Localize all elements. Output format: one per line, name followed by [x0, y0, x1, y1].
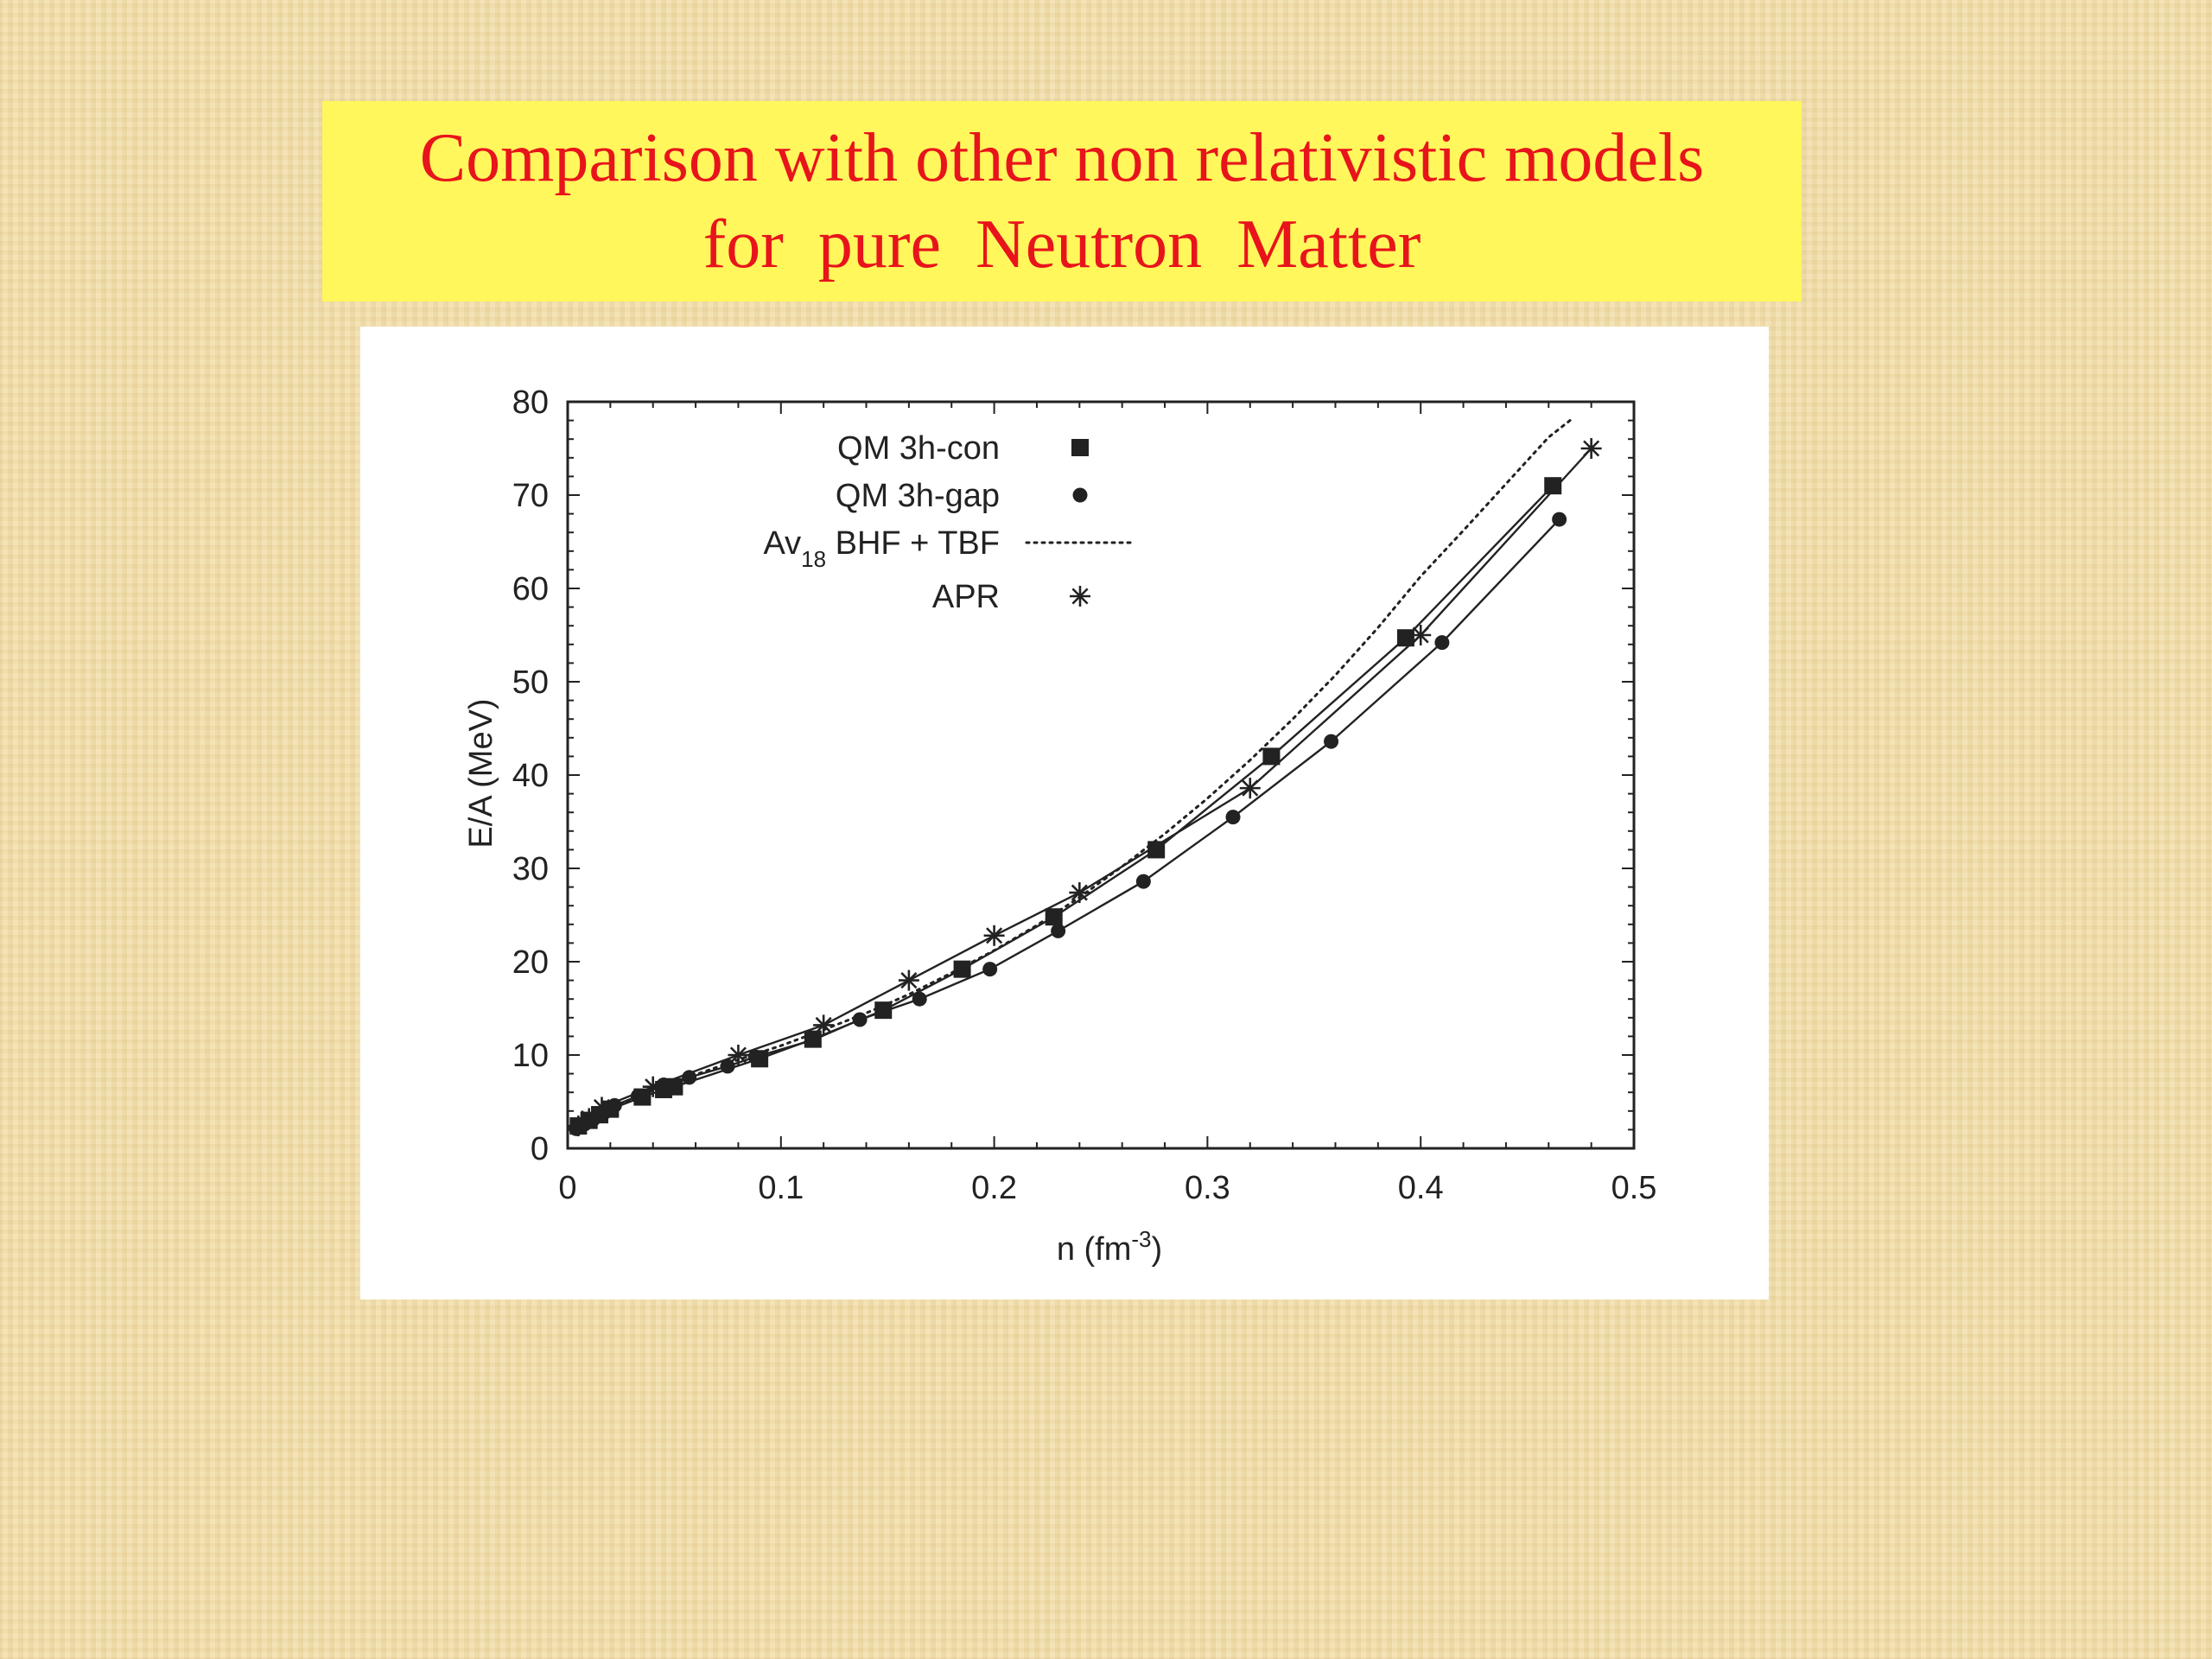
legend: QM 3h-con QM 3h-gap Av18 BHF + TBF APR [763, 430, 1135, 615]
y-tick-label: 70 [512, 478, 549, 514]
y-tick-label: 50 [512, 664, 549, 701]
data-point-apr [813, 1014, 835, 1036]
x-tick-label: 0.3 [1185, 1170, 1230, 1206]
y-tick-label: 80 [512, 385, 549, 421]
y-tick-label: 40 [512, 758, 549, 794]
slide-title-line-1: Comparison with other non relativistic m… [419, 120, 1705, 196]
series-line-av-bhf-tbf [576, 419, 1572, 1128]
series-qm-3h-gap [569, 512, 1567, 1136]
x-axis-label-sup: -3 [1131, 1226, 1151, 1252]
data-point-apr [983, 925, 1005, 946]
data-point-qm-3h-gap [805, 1033, 821, 1048]
legend-label-apr: APR [932, 579, 1000, 615]
series-line-qm-3h-con [577, 485, 1554, 1128]
data-point-qm-3h-con [1045, 908, 1063, 926]
data-point-qm-3h-gap [852, 1012, 868, 1027]
y-tick-label: 20 [512, 944, 549, 981]
y-tick-label: 0 [531, 1131, 549, 1167]
data-point-apr [1239, 778, 1261, 799]
y-tick-label: 10 [512, 1038, 549, 1074]
x-tick-label: 0.4 [1398, 1170, 1444, 1206]
data-point-qm-3h-gap [982, 962, 998, 977]
x-axis-label-close: ) [1152, 1231, 1163, 1268]
data-point-qm-3h-gap [1552, 512, 1567, 527]
legend-symbol-apr [1070, 586, 1090, 607]
data-point-qm-3h-gap [1225, 810, 1241, 825]
x-axis-label-main: n (fm [1057, 1231, 1132, 1268]
data-point-qm-3h-con [874, 1001, 893, 1020]
data-point-qm-3h-gap [1051, 923, 1066, 938]
data-point-qm-3h-gap [912, 991, 927, 1007]
data-point-apr [568, 1116, 589, 1137]
data-point-qm-3h-con [1544, 477, 1562, 495]
series-line-apr [577, 448, 1592, 1128]
series-qm-3h-con [569, 477, 1562, 1135]
series-av-bhf-tbf [576, 419, 1572, 1128]
data-point-qm-3h-gap [1324, 734, 1339, 749]
data-point-apr [578, 1108, 600, 1129]
slide-title-line-2: for pure Neutron Matter [702, 207, 1421, 283]
y-axis-label: E/A (MeV) [463, 698, 499, 848]
slide-title-box: Comparison with other non relativistic m… [322, 101, 1802, 302]
legend-symbol-qm-3h-con [1071, 439, 1089, 456]
data-point-apr [728, 1045, 749, 1065]
data-point-qm-3h-con [1147, 841, 1166, 859]
chart-panel: 0 0.1 0.2 0.3 0.4 0.5 0 10 20 30 40 50 60 70 80 E/A (M… [360, 327, 1769, 1300]
series-line-qm-3h-gap [575, 518, 1560, 1130]
data-point-qm-3h-gap [630, 1089, 645, 1104]
x-tick-label: 0.2 [971, 1170, 1017, 1206]
x-axis-label: n (fm-3) [1057, 1226, 1162, 1268]
data-point-apr [642, 1076, 664, 1097]
data-point-apr [1580, 438, 1602, 459]
series-apr [568, 438, 1602, 1137]
data-point-apr [1069, 882, 1090, 904]
data-point-qm-3h-gap [1135, 874, 1151, 889]
data-point-apr [1410, 625, 1432, 645]
x-tick-label: 0.1 [758, 1170, 804, 1206]
legend-label-qm-3h-con: QM 3h-con [837, 430, 1000, 467]
legend-symbol-qm-3h-gap [1072, 487, 1088, 503]
data-point-qm-3h-gap [1434, 635, 1450, 651]
y-tick-label: 30 [512, 851, 549, 887]
x-tick-label: 0 [558, 1170, 576, 1206]
y-tick-label: 60 [512, 571, 549, 607]
data-point-qm-3h-con [1396, 629, 1414, 647]
data-point-apr [898, 969, 919, 991]
plot-frame [566, 400, 1636, 1150]
data-point-qm-3h-con [1262, 747, 1281, 766]
chart: 0 0.1 0.2 0.3 0.4 0.5 0 10 20 30 40 50 60 70 80 E/A (M… [463, 385, 1657, 1268]
x-tick-label: 0.5 [1611, 1170, 1657, 1206]
data-point-apr [591, 1096, 613, 1118]
legend-label-av-bhf-tbf: Av18 BHF + TBF [763, 525, 1000, 572]
legend-label-qm-3h-gap: QM 3h-gap [836, 478, 1000, 514]
